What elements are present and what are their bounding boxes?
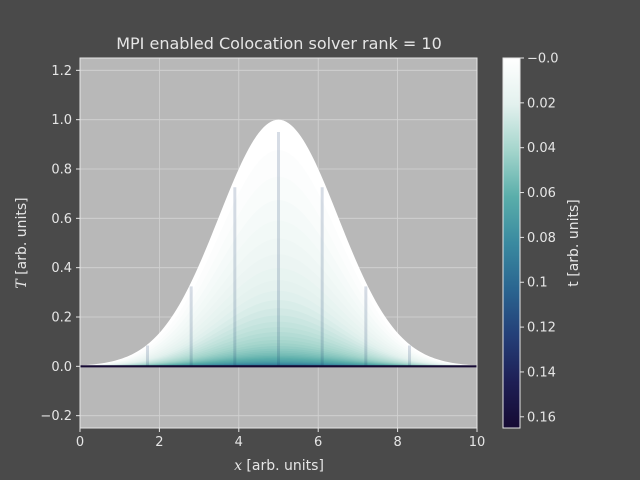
axis-symbol: x [234,458,242,474]
y-tick-label: −0.2 [40,409,72,424]
colorbar-tick-label: 0.04 [527,141,556,156]
x-tick-label: 4 [235,435,243,450]
colorbar-gradient [503,58,520,428]
colorbar-tick-label: 0.14 [527,365,556,380]
colorbar-tick-label: 0.12 [527,321,556,336]
axis-symbol: T [14,278,30,289]
x-tick-label: 6 [314,435,322,450]
axes-frame [79,57,478,429]
subdomain-boundary-streak [189,286,193,367]
colorbar-tick-label: −0.0 [527,52,559,67]
temperature-curves [80,119,477,368]
y-tick-label: 0.0 [51,360,72,375]
y-tick-label: 0.6 [51,212,72,227]
colorbar-tick-label: 0.08 [527,231,556,246]
colorbar-tick-label: 0.06 [527,186,556,201]
subdomain-boundary-streak [320,187,324,367]
subdomain-boundary-streak [145,345,149,367]
x-tick-label: 0 [76,435,84,450]
x-axis: 0 2 4 6 8 10 [76,428,485,450]
y-tick-label: 0.8 [51,163,72,178]
y-tick-label: 1.2 [51,64,72,79]
colorbar-frame [502,57,521,429]
subdomain-boundary-streak [233,187,237,367]
colorbar-tick-label: 0.02 [527,96,556,111]
y-tick-label: 1.0 [51,113,72,128]
subdomain-boundary-streak [364,286,368,367]
x-tick-label: 2 [155,435,163,450]
x-tick-label: 8 [393,435,401,450]
chart-title: MPI enabled Colocation solver rank = 10 [116,34,442,53]
colorbar-ticks: −0.0 0.02 0.04 0.06 0.08 0.1 0.12 0.14 0.16 [520,52,559,425]
y-axis: −0.2 0.0 0.2 0.4 0.6 0.8 1.0 1.2 [40,64,80,424]
y-tick-label: 0.4 [51,261,72,276]
colorbar-label: t [arb. units] [566,199,582,286]
axis-units: [arb. units] [14,197,30,279]
x-axis-label: x [arb. units] [234,458,324,474]
y-tick-label: 0.2 [51,311,72,326]
subdomain-boundary-streak [408,345,412,367]
colorbar: −0.0 0.02 0.04 0.06 0.08 0.1 0.12 0.14 0.16 [502,52,559,429]
x-tick-label: 10 [469,435,486,450]
colorbar-tick-label: 0.16 [527,410,556,425]
colorbar-tick-label: 0.1 [527,276,548,291]
subdomain-boundary-streak [277,132,280,367]
plot-area [79,57,478,429]
y-axis-label: T [arb. units] [14,197,30,288]
axis-units: [arb. units] [242,458,324,474]
